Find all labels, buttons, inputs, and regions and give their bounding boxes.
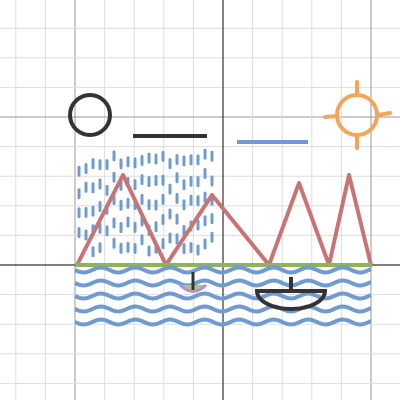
waves (74, 265, 372, 327)
sun-ray (376, 111, 392, 117)
wave (74, 278, 372, 288)
wave (74, 317, 372, 327)
wave (74, 265, 372, 275)
sun-ray (323, 114, 339, 119)
sun (323, 80, 392, 150)
big-boat-hull (254, 289, 328, 311)
moon (68, 93, 112, 137)
wave (74, 304, 372, 314)
small-boat (178, 272, 208, 293)
big-boat (254, 277, 328, 311)
rain (77, 148, 214, 258)
